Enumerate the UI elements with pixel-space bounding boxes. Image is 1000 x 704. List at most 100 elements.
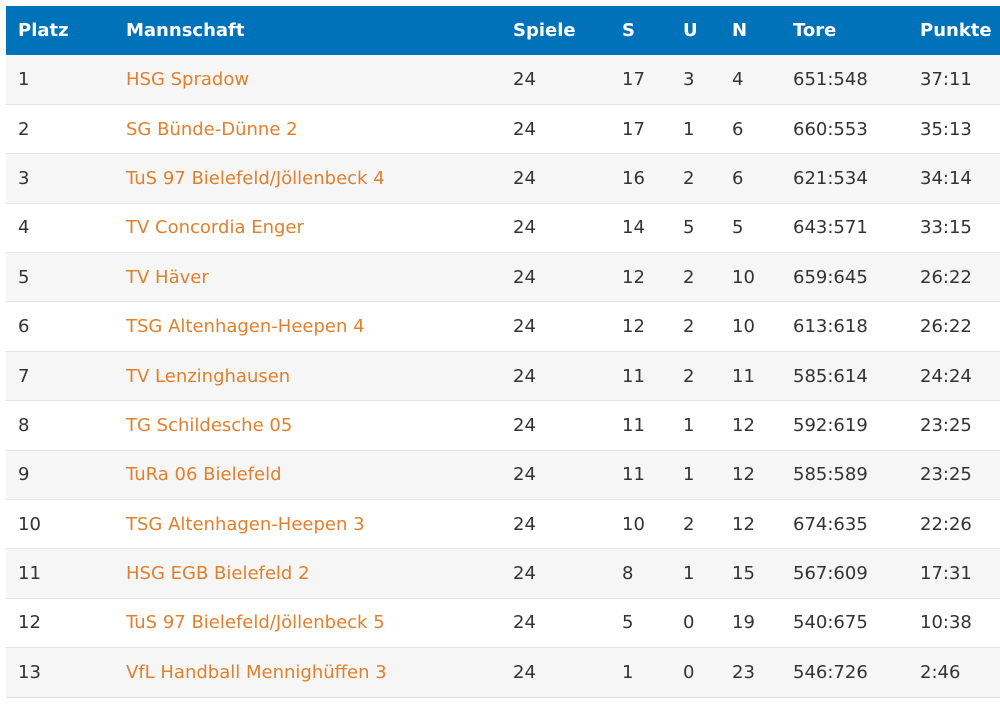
cell-tore: 660:553 <box>793 118 868 140</box>
header-n: N <box>732 20 748 41</box>
cell-niederlagen: 4 <box>732 68 744 90</box>
table-header: Platz Mannschaft Spiele S U N Tore Punkt… <box>6 6 1000 55</box>
cell-tore: 621:534 <box>793 167 868 189</box>
header-platz: Platz <box>18 20 69 41</box>
cell-niederlagen: 10 <box>732 316 755 338</box>
cell-spiele: 24 <box>513 661 536 683</box>
team-link[interactable]: SG Bünde-Dünne 2 <box>126 118 298 140</box>
cell-siege: 10 <box>622 513 645 535</box>
table-row: 6 TSG Altenhagen-Heepen 4 24 12 2 10 613:618 26… <box>6 301 1000 352</box>
cell-tore: 567:609 <box>793 563 868 585</box>
standings-table: Platz Mannschaft Spiele S U N Tore Punkt… <box>6 6 1000 698</box>
cell-unentschieden: 2 <box>683 513 695 535</box>
team-link[interactable]: TuS 97 Bielefeld/Jöllenbeck 4 <box>126 167 385 189</box>
team-link[interactable]: TSG Altenhagen-Heepen 4 <box>126 316 365 338</box>
cell-spiele: 24 <box>513 414 536 436</box>
cell-platz: 2 <box>18 118 30 140</box>
cell-siege: 11 <box>622 464 645 486</box>
cell-niederlagen: 12 <box>732 464 755 486</box>
cell-punkte: 22:26 <box>920 513 972 535</box>
cell-unentschieden: 2 <box>683 266 695 288</box>
cell-niederlagen: 23 <box>732 661 755 683</box>
cell-niederlagen: 12 <box>732 414 755 436</box>
header-spiele: Spiele <box>513 20 576 41</box>
cell-tore: 585:614 <box>793 365 868 387</box>
cell-punkte: 2:46 <box>920 661 961 683</box>
header-tore: Tore <box>793 20 837 41</box>
cell-spiele: 24 <box>513 612 536 634</box>
cell-siege: 11 <box>622 414 645 436</box>
cell-tore: 540:675 <box>793 612 868 634</box>
team-link[interactable]: HSG EGB Bielefeld 2 <box>126 563 310 585</box>
cell-punkte: 10:38 <box>920 612 972 634</box>
table-row: 3 TuS 97 Bielefeld/Jöllenbeck 4 24 16 2 6 621:… <box>6 153 1000 204</box>
cell-niederlagen: 15 <box>732 563 755 585</box>
table-row: 1 HSG Spradow 24 17 3 4 651:548 37:11 <box>6 55 1000 105</box>
cell-unentschieden: 0 <box>683 612 695 634</box>
cell-punkte: 24:24 <box>920 365 972 387</box>
cell-spiele: 24 <box>513 513 536 535</box>
cell-spiele: 24 <box>513 365 536 387</box>
table-row: 7 TV Lenzinghausen 24 11 2 11 585:614 24:24 <box>6 351 1000 401</box>
cell-tore: 651:548 <box>793 68 868 90</box>
cell-platz: 8 <box>18 414 30 436</box>
team-link[interactable]: HSG Spradow <box>126 68 250 90</box>
cell-niederlagen: 6 <box>732 118 744 140</box>
table-row: 2 SG Bünde-Dünne 2 24 17 1 6 660:553 35:13 <box>6 104 1000 154</box>
team-link[interactable]: TuRa 06 Bielefeld <box>126 464 282 486</box>
table-row: 9 TuRa 06 Bielefeld 24 11 1 12 585:589 23:25 <box>6 450 1000 500</box>
cell-siege: 14 <box>622 217 645 239</box>
cell-siege: 17 <box>622 118 645 140</box>
cell-siege: 8 <box>622 563 634 585</box>
cell-platz: 11 <box>18 563 41 585</box>
cell-platz: 12 <box>18 612 41 634</box>
cell-tore: 674:635 <box>793 513 868 535</box>
cell-platz: 7 <box>18 365 30 387</box>
table-row: 4 TV Concordia Enger 24 14 5 5 643:571 33:15 <box>6 203 1000 253</box>
team-link[interactable]: TSG Altenhagen-Heepen 3 <box>126 513 365 535</box>
cell-punkte: 34:14 <box>920 167 972 189</box>
cell-punkte: 23:25 <box>920 414 972 436</box>
cell-tore: 592:619 <box>793 414 868 436</box>
cell-tore: 643:571 <box>793 217 868 239</box>
cell-unentschieden: 5 <box>683 217 695 239</box>
table-row: 12 TuS 97 Bielefeld/Jöllenbeck 5 24 5 0 19 540… <box>6 598 1000 648</box>
team-link[interactable]: TG Schildesche 05 <box>126 414 293 436</box>
cell-spiele: 24 <box>513 266 536 288</box>
table-row: 10 TSG Altenhagen-Heepen 3 24 10 2 12 674:635 2… <box>6 499 1000 549</box>
team-link[interactable]: TV Lenzinghausen <box>126 365 291 387</box>
header-s: S <box>622 20 635 41</box>
cell-spiele: 24 <box>513 118 536 140</box>
team-link[interactable]: TuS 97 Bielefeld/Jöllenbeck 5 <box>126 612 385 634</box>
team-link[interactable]: TV Concordia Enger <box>126 217 304 239</box>
cell-unentschieden: 0 <box>683 661 695 683</box>
cell-punkte: 33:15 <box>920 217 972 239</box>
cell-punkte: 35:13 <box>920 118 972 140</box>
table-row: 13 VfL Handball Mennighüffen 3 24 1 0 23 546:7… <box>6 647 1000 698</box>
cell-platz: 10 <box>18 513 41 535</box>
team-link[interactable]: VfL Handball Mennighüffen 3 <box>126 661 387 683</box>
table-row: 5 TV Häver 24 12 2 10 659:645 26:22 <box>6 252 1000 302</box>
cell-siege: 12 <box>622 316 645 338</box>
cell-punkte: 37:11 <box>920 68 972 90</box>
cell-punkte: 17:31 <box>920 563 972 585</box>
cell-unentschieden: 1 <box>683 118 695 140</box>
cell-unentschieden: 1 <box>683 414 695 436</box>
cell-platz: 4 <box>18 217 30 239</box>
team-link[interactable]: TV Häver <box>126 266 209 288</box>
cell-platz: 3 <box>18 167 30 189</box>
cell-unentschieden: 2 <box>683 167 695 189</box>
cell-niederlagen: 19 <box>732 612 755 634</box>
cell-spiele: 24 <box>513 316 536 338</box>
cell-unentschieden: 1 <box>683 464 695 486</box>
cell-platz: 9 <box>18 464 30 486</box>
header-row: Platz Mannschaft Spiele S U N Tore Punkt… <box>6 6 1000 55</box>
table-row: 11 HSG EGB Bielefeld 2 24 8 1 15 567:609 17:31 <box>6 548 1000 599</box>
cell-spiele: 24 <box>513 68 536 90</box>
table-body: 1 HSG Spradow 24 17 3 4 651:548 37:11 2 SG Bünde-… <box>6 55 1000 698</box>
cell-platz: 5 <box>18 266 30 288</box>
cell-spiele: 24 <box>513 464 536 486</box>
cell-punkte: 26:22 <box>920 316 972 338</box>
cell-spiele: 24 <box>513 167 536 189</box>
